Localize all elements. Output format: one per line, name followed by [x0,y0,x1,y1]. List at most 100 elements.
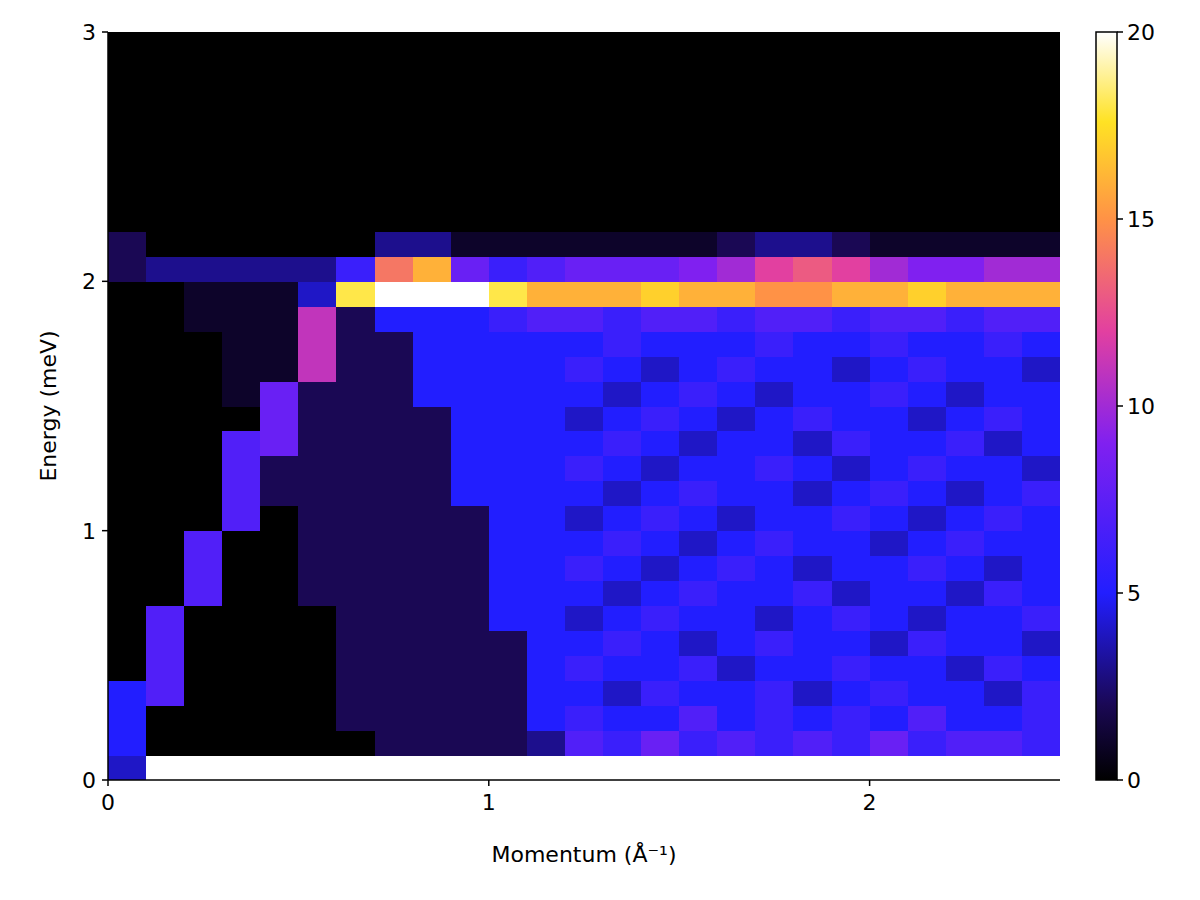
heatmap-cell [832,281,871,306]
heatmap-cell [527,556,566,581]
heatmap-cell [717,281,756,306]
heatmap-cell [489,705,528,730]
heatmap-cell [755,531,794,556]
heatmap-cell [489,356,528,381]
heatmap-cell [679,281,718,306]
heatmap-cell [413,182,452,207]
heatmap-cell [527,531,566,556]
heatmap-cell [184,32,223,57]
heatmap-cell [870,456,909,481]
heatmap-cell [565,630,604,655]
heatmap-cell [793,581,832,606]
heatmap-cell [336,630,375,655]
heatmap-cell [146,381,185,406]
heatmap-cell [755,730,794,755]
heatmap-cell [679,605,718,630]
heatmap-cell [222,406,261,431]
heatmap-cell [641,157,680,182]
heatmap-cell [108,32,147,57]
heatmap-cell [108,755,147,780]
heatmap-cell [108,331,147,356]
heatmap-cell [870,556,909,581]
heatmap-cell [527,705,566,730]
heatmap-cell [413,306,452,331]
heatmap-cell [222,32,261,57]
heatmap-cell [679,556,718,581]
heatmap-cell [641,256,680,281]
heatmap-cell [146,755,185,780]
heatmap-cell [298,356,337,381]
heatmap-cell [603,281,642,306]
heatmap-cell [565,431,604,456]
heatmap-cell [908,680,947,705]
heatmap-cell [717,132,756,157]
heatmap-cell [527,730,566,755]
x-tick [107,780,109,786]
heatmap-cell [413,456,452,481]
heatmap-cell [984,356,1023,381]
heatmap-cell [641,506,680,531]
heatmap-cell [679,182,718,207]
heatmap-cell [870,630,909,655]
heatmap-cell [146,655,185,680]
heatmap-cell [641,231,680,256]
heatmap-cell [108,581,147,606]
heatmap-cell [641,755,680,780]
heatmap-cell [832,406,871,431]
heatmap-cell [413,132,452,157]
heatmap-cell [565,506,604,531]
heatmap-cell [1022,730,1060,755]
heatmap-cell [832,57,871,82]
heatmap-cell [260,456,299,481]
heatmap-cell [679,157,718,182]
heatmap-cell [222,581,261,606]
heatmap-cell [603,406,642,431]
heatmap-cell [870,182,909,207]
heatmap-cell [451,456,490,481]
heatmap-cell [375,531,414,556]
heatmap-cell [603,256,642,281]
heatmap-cell [832,556,871,581]
x-axis-line [108,779,1060,781]
heatmap-cell [108,456,147,481]
heatmap-cell [108,680,147,705]
heatmap-cell [336,581,375,606]
heatmap-cell [527,331,566,356]
heatmap-cell [146,481,185,506]
heatmap-cell [717,182,756,207]
heatmap-cell [413,531,452,556]
heatmap-cell [489,132,528,157]
heatmap-cell [908,605,947,630]
heatmap-cell [755,356,794,381]
heatmap-cell [793,506,832,531]
heatmap-cell [260,481,299,506]
heatmap-cell [375,755,414,780]
heatmap-cell [641,356,680,381]
heatmap-cell [222,356,261,381]
heatmap-cell [870,331,909,356]
heatmap-cell [146,207,185,232]
heatmap-cell [451,182,490,207]
heatmap-cell [413,431,452,456]
heatmap-cell [870,506,909,531]
heatmap-cell [298,231,337,256]
heatmap-cell [1022,281,1060,306]
heatmap-cell [260,531,299,556]
heatmap-cell [603,605,642,630]
heatmap-cell [870,730,909,755]
heatmap-cell [870,755,909,780]
heatmap-cell [375,132,414,157]
heatmap-cell [755,57,794,82]
heatmap-cell [717,207,756,232]
heatmap-cell [298,456,337,481]
heatmap-cell [108,431,147,456]
heatmap-cell [184,680,223,705]
heatmap-cell [108,556,147,581]
heatmap-cell [146,281,185,306]
heatmap-cell [793,256,832,281]
heatmap-cell [603,82,642,107]
heatmap-cell [755,207,794,232]
heatmap-cell [489,306,528,331]
heatmap-cell [984,730,1023,755]
heatmap-cell [832,730,871,755]
